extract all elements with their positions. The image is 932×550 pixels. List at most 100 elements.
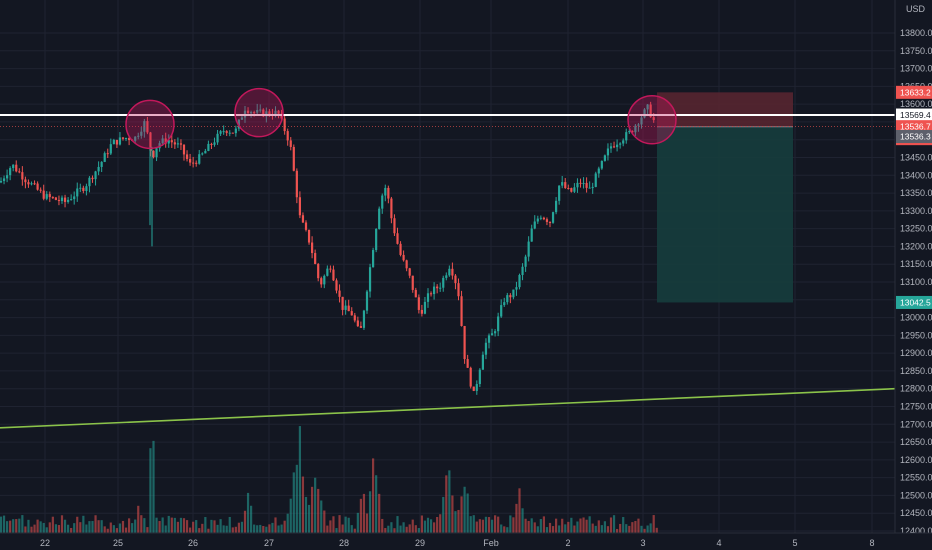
price-tick-label: 12550.0 — [900, 473, 932, 483]
price-tick-label: 13400.0 — [900, 170, 932, 180]
candle-body — [472, 386, 475, 391]
candle-body — [512, 289, 515, 298]
candle-body — [387, 187, 390, 199]
highlight-circle[interactable] — [627, 95, 677, 145]
price-tick-label: 13200.0 — [900, 241, 932, 251]
candle-body — [405, 260, 408, 269]
volume-bars — [0, 426, 658, 533]
candle-body — [378, 208, 381, 229]
candle-body — [457, 283, 460, 297]
candle-body — [112, 139, 115, 145]
volume-bar — [582, 517, 585, 533]
volume-bar — [115, 528, 118, 533]
price-axis[interactable]: USD 12400.0 12450.0 12500.0 12550.0 12600.0 12… — [894, 0, 932, 550]
volume-bar — [274, 517, 277, 533]
candle-body — [304, 222, 308, 230]
volume-bar — [622, 517, 625, 533]
candle-body — [567, 187, 570, 189]
volume-bar — [128, 518, 131, 533]
volume-bar — [347, 517, 350, 533]
volume-bar — [109, 522, 112, 533]
volume-bar — [277, 525, 280, 533]
candle-body — [79, 187, 82, 189]
volume-bar — [521, 508, 524, 533]
highlight-circles[interactable] — [125, 87, 677, 150]
drawings[interactable] — [0, 114, 896, 429]
candle-body — [643, 109, 646, 118]
highlight-circle[interactable] — [125, 99, 175, 150]
position-zones[interactable] — [657, 92, 793, 303]
date-tick-label: 5 — [792, 538, 797, 548]
volume-bar — [649, 523, 652, 533]
volume-bar — [365, 513, 369, 533]
candle-body — [375, 228, 378, 251]
volume-bar — [60, 515, 64, 533]
candle-body — [497, 316, 500, 332]
volume-bar — [469, 516, 472, 533]
volume-bar — [9, 520, 12, 533]
support-trendline[interactable] — [0, 387, 896, 429]
volume-bar — [585, 519, 588, 533]
candle-body — [301, 215, 305, 223]
candle-body — [30, 183, 33, 185]
candle-body — [51, 197, 54, 199]
candle-body — [192, 162, 195, 164]
volume-bar — [216, 524, 219, 533]
volume-bar — [573, 525, 576, 533]
volume-bar — [170, 517, 173, 533]
take-profit-zone[interactable] — [657, 126, 793, 303]
candle-body — [368, 267, 372, 292]
volume-bar — [161, 517, 164, 533]
candle-body — [426, 293, 430, 302]
candle-body — [359, 326, 362, 328]
volume-bar — [82, 515, 85, 533]
volume-bar — [6, 521, 9, 533]
time-axis[interactable]: 22 25 26 27 28 29 Feb 2 3 4 5 8 — [0, 532, 932, 550]
volume-bar — [118, 523, 122, 533]
candle-body — [582, 182, 585, 184]
volume-bar — [15, 519, 18, 533]
volume-bar — [356, 512, 359, 533]
volume-bar — [176, 521, 179, 533]
stop-loss-zone[interactable] — [657, 92, 793, 127]
price-badge-current-bg — [896, 120, 932, 134]
volume-bar — [634, 520, 637, 533]
volume-bar — [414, 525, 417, 533]
volume-bar — [204, 517, 207, 533]
candle-body — [396, 233, 399, 244]
candle-body — [170, 140, 173, 143]
candle-body — [73, 196, 76, 200]
volume-bar — [393, 528, 396, 533]
price-tick-label: 13250.0 — [900, 224, 932, 234]
volume-bar — [433, 522, 436, 533]
price-tick-label: 13000.0 — [900, 313, 932, 323]
candle-body — [399, 243, 402, 255]
candle-body — [390, 198, 393, 219]
volume-bar — [619, 523, 622, 533]
volume-bar — [484, 516, 488, 533]
volume-bar — [51, 516, 54, 533]
candle-body — [48, 194, 51, 198]
candle-body — [338, 290, 341, 297]
volume-bar — [536, 526, 539, 533]
volume-bar — [362, 493, 366, 533]
volume-bar — [124, 527, 128, 533]
highlight-circle[interactable] — [234, 87, 284, 138]
volume-bar — [597, 520, 600, 533]
candle-body — [24, 179, 27, 183]
candle-body — [484, 342, 488, 355]
candle-body — [631, 131, 634, 133]
volume-bar — [466, 493, 469, 533]
volume-bar — [378, 493, 381, 533]
candle-body — [411, 275, 414, 290]
price-tick-label: 13150.0 — [900, 259, 932, 269]
volume-bar — [88, 521, 91, 533]
volume-bar — [0, 516, 3, 533]
candle-body — [445, 275, 448, 278]
volume-bar — [506, 527, 509, 533]
price-badge-resistance-bg — [896, 108, 932, 122]
currency-label: USD — [906, 4, 926, 14]
candle-body — [524, 256, 527, 267]
candle-body — [353, 315, 356, 321]
